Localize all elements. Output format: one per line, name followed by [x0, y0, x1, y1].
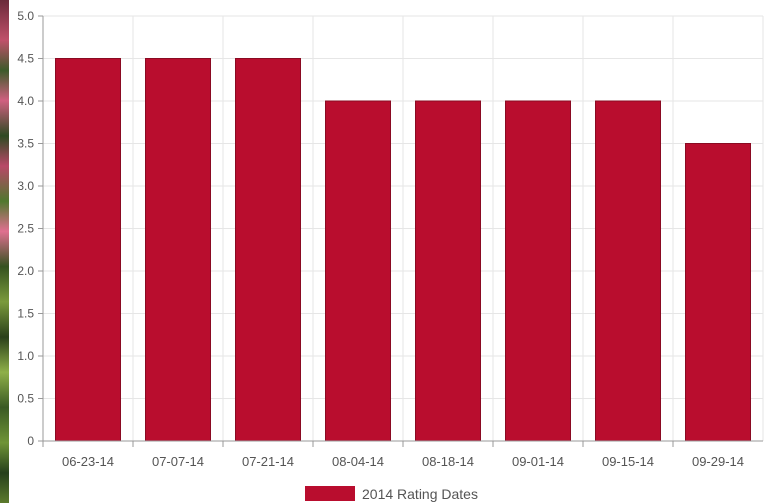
bar: [415, 100, 481, 442]
bar: [145, 58, 211, 442]
legend-label: 2014 Rating Dates: [362, 486, 478, 502]
y-tick-labels: 0 0.5 1.0 1.5 2.0 2.5 3.0 3.5 4.0 4.5 5.0: [17, 9, 34, 448]
background-photo-strip: [0, 0, 9, 503]
y-tick-label: 3.5: [17, 137, 34, 151]
bar: [235, 58, 301, 442]
x-tick-label: 08-18-14: [422, 454, 474, 469]
y-tick-label: 1.0: [17, 349, 34, 363]
x-tick-labels: 06-23-14 07-07-14 07-21-14 08-04-14 08-18-14…: [62, 454, 744, 469]
x-tick-label: 07-21-14: [242, 454, 294, 469]
y-tick-label: 0.5: [17, 392, 34, 406]
legend: 2014 Rating Dates: [305, 486, 478, 502]
y-tick-label: 2.5: [17, 222, 34, 236]
y-tick-label: 4.0: [17, 94, 34, 108]
y-tick-label: 2.0: [17, 264, 34, 278]
bar: [55, 58, 121, 442]
bar: [685, 143, 751, 442]
x-tick-label: 09-29-14: [692, 454, 744, 469]
bars: [55, 58, 751, 442]
x-tick-label: 07-07-14: [152, 454, 204, 469]
y-tick-label: 1.5: [17, 307, 34, 321]
x-tick-label: 09-15-14: [602, 454, 654, 469]
y-tick-label: 3.0: [17, 179, 34, 193]
y-tick-label: 4.5: [17, 52, 34, 66]
bar: [595, 100, 661, 442]
y-tick-label: 0: [27, 434, 34, 448]
bar: [325, 100, 391, 442]
bar: [505, 100, 571, 442]
y-tick-label: 5.0: [17, 9, 34, 23]
legend-swatch: [305, 486, 355, 501]
x-tick-label: 08-04-14: [332, 454, 384, 469]
x-tick-label: 06-23-14: [62, 454, 114, 469]
x-tick-label: 09-01-14: [512, 454, 564, 469]
axes: [42, 16, 763, 442]
